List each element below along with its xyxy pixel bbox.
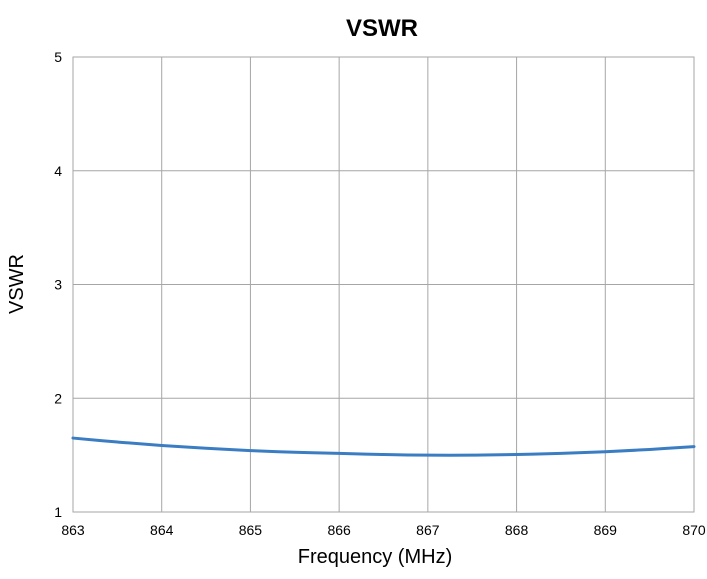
y-axis-label: VSWR [6,254,28,314]
plot-area-border [72,56,695,513]
y-axis-ticks: 1 2 3 4 5 [54,49,62,520]
series-group [71,436,696,457]
x-axis-ticks: 863 864 865 866 867 868 869 870 [61,522,706,538]
x-tick-label: 870 [682,522,706,538]
y-tick-label: 4 [54,163,62,179]
y-tick-label: 1 [54,504,62,520]
x-tick-label: 867 [416,522,440,538]
x-tick-label: 869 [594,522,618,538]
y-tick-label: 3 [54,277,62,293]
vswr-series-line [71,436,696,457]
chart-title: VSWR [346,15,418,42]
x-tick-label: 865 [239,522,263,538]
x-axis-label: Frequency (MHz) [298,546,452,568]
y-tick-label: 2 [54,390,62,406]
grid [72,56,695,513]
x-tick-label: 863 [61,522,85,538]
y-tick-label: 5 [54,49,62,65]
x-tick-label: 866 [327,522,351,538]
x-tick-label: 868 [505,522,529,538]
x-tick-label: 864 [150,522,174,538]
